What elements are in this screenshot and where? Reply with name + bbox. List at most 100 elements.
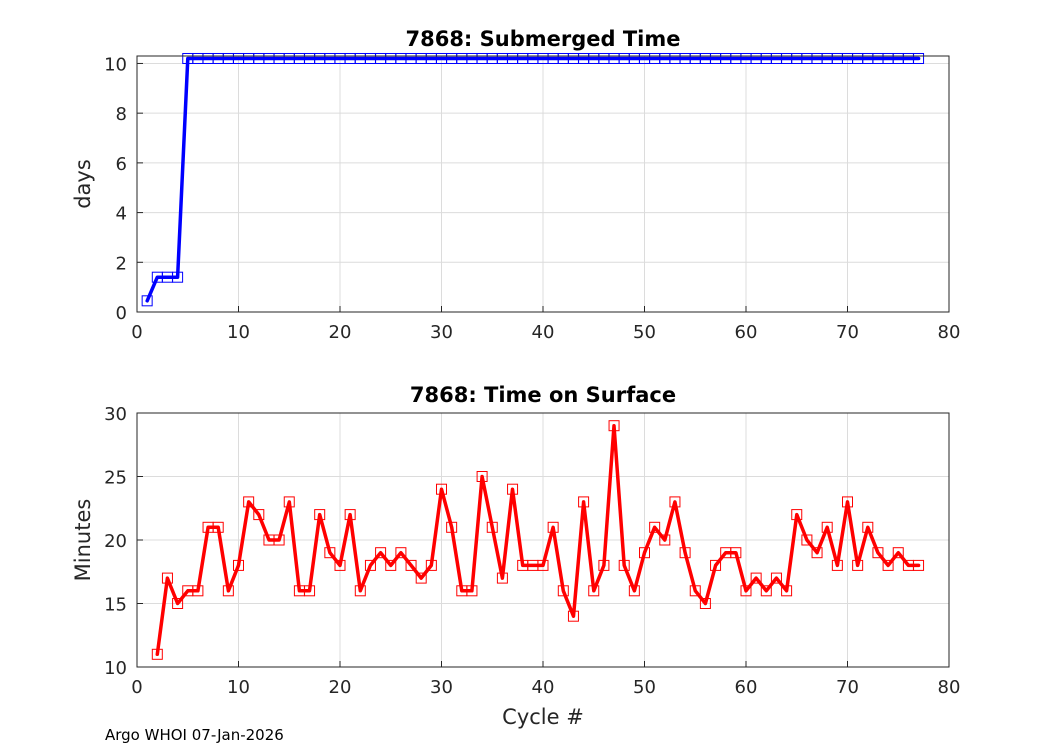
data-point-marker [496,572,508,584]
data-point-marker [141,295,153,307]
x-tick-labels: 0 10 20 30 40 50 60 70 80 [131,322,960,343]
data-point-marker [862,521,874,533]
data-point-marker [547,521,559,533]
x-tick-label: 60 [735,322,758,343]
data-point-marker [425,559,437,571]
data-point-marker [436,483,447,495]
data-point-marker [283,496,295,508]
data-point-marker [842,496,853,508]
axes-box [136,412,950,668]
data-point-marker [710,559,722,571]
x-tick-label: 70 [836,677,859,698]
data-point-marker [598,559,610,571]
y-tick-labels: 0 2 4 6 8 10 [104,54,127,324]
data-point-marker [476,471,488,482]
series-time-on-surface [151,420,925,660]
x-tick-label: 40 [532,677,555,698]
data-point-marker [334,559,346,571]
data-point-marker [537,559,549,571]
data-point-marker [608,420,620,432]
data-point-marker [415,572,427,584]
x-axis-label: Cycle # [502,705,584,729]
series-submerged-time [141,52,925,307]
x-tick-label: 50 [633,322,656,343]
data-point-marker [760,585,772,597]
data-point-marker [324,547,336,559]
data-point-marker [791,509,803,521]
data-point-marker [172,598,184,609]
x-tick-label: 0 [131,322,142,343]
time-on-surface-chart: 0 10 20 30 40 50 60 70 80 10 15 20 25 30 7868: Time … [71,383,960,729]
y-tick-label: 15 [104,595,127,616]
data-point-marker [913,52,925,64]
data-point-marker [486,521,498,533]
data-point-marker [649,521,661,533]
y-tick-label: 6 [116,154,127,175]
y-axis-label: days [71,159,95,209]
data-point-marker [588,585,600,597]
chart-title: 7868: Submerged Time [405,27,680,51]
x-tick-label: 40 [532,322,555,343]
data-point-marker [679,547,691,559]
data-point-marker [892,547,904,559]
axes-box [136,55,950,313]
data-point-marker [821,521,833,533]
data-point-marker [395,547,407,559]
x-tick-label: 50 [633,677,656,698]
x-tick-labels: 0 10 20 30 40 50 60 70 80 [131,677,960,698]
x-tick-label: 10 [227,677,250,698]
y-tick-label: 2 [116,253,127,274]
data-point-marker [304,585,316,597]
data-point-marker [567,610,579,622]
data-point-marker [639,547,650,559]
x-tick-label: 30 [430,677,453,698]
y-tick-label: 8 [116,104,127,125]
data-point-marker [618,559,630,571]
data-point-marker [689,585,701,597]
data-point-marker [811,547,823,559]
data-point-marker [699,598,711,609]
data-point-marker [882,559,894,571]
data-point-marker [161,572,173,584]
data-point-marker [405,559,417,571]
data-point-marker [831,559,843,571]
data-point-marker [273,534,285,546]
x-tick-label: 60 [735,677,758,698]
data-point-marker [446,521,458,533]
data-point-marker [507,483,519,495]
data-point-marker [212,521,224,533]
data-point-marker [557,585,569,597]
data-point-marker [872,547,884,559]
x-tick-label: 0 [131,677,142,698]
data-point-marker [628,585,640,597]
y-tick-label: 25 [104,468,127,489]
data-point-marker [750,572,762,584]
y-tick-label: 10 [104,658,127,679]
y-axis-label: Minutes [71,499,95,582]
x-tick-label: 80 [938,322,961,343]
y-tick-label: 10 [104,54,127,75]
x-tick-label: 10 [227,322,250,343]
data-point-marker [852,559,864,571]
y-tick-label: 20 [104,531,127,552]
data-point-marker [659,534,671,546]
data-point-marker [770,572,782,584]
grid-lines [136,56,950,313]
data-point-marker [192,585,204,597]
submerged-time-chart: 0 10 20 30 40 50 60 70 80 0 2 4 6 8 10 7868: Submerge… [71,27,960,343]
data-point-marker [375,547,387,559]
x-tick-label: 70 [836,322,859,343]
data-point-marker [913,559,925,571]
data-point-marker [243,496,255,508]
x-tick-label: 20 [329,677,352,698]
data-point-marker [669,496,681,508]
footer-credit: Argo WHOI 07-Jan-2026 [105,726,284,744]
data-point-marker [233,559,244,571]
y-tick-label: 0 [116,303,127,324]
data-point-marker [344,509,356,521]
chart-title: 7868: Time on Surface [410,383,676,407]
x-tick-label: 80 [938,677,961,698]
x-tick-label: 20 [329,322,352,343]
data-point-marker [801,534,813,546]
